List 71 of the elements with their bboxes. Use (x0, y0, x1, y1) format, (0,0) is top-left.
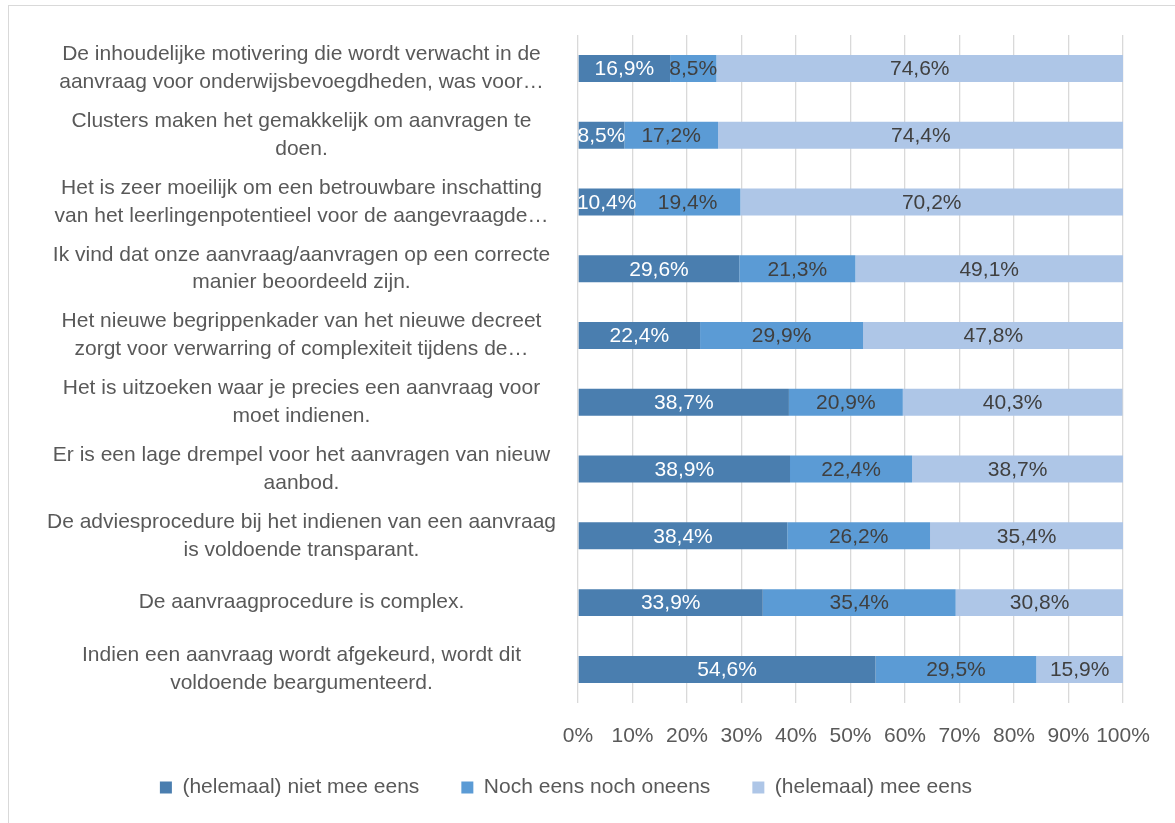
data-label: 38,7% (654, 390, 714, 414)
y-tick-label: Indien een aanvraag wordt afgekeurd, wordt dit voldoende beargumenteerd. (82, 642, 522, 694)
data-label: 47,8% (963, 323, 1024, 347)
data-label: 54,6% (697, 657, 757, 681)
data-label: 74,4% (891, 122, 951, 146)
y-tick-label: Er is een lage drempel voor het aanvragen van nieuw aanbod. (52, 441, 551, 493)
data-label: 29,6% (629, 256, 689, 280)
y-tick-label: De inhoudelijke motivering die wordt verwacht in de aanvraag voor onderwijsbevoegdheden, was voor… (59, 41, 544, 93)
data-label: 38,4% (653, 523, 713, 547)
data-label: 38,9% (654, 456, 715, 480)
bar (902, 388, 1123, 416)
data-label: 74,6% (889, 56, 950, 80)
x-tick-label: 80% (992, 723, 1036, 747)
bar (578, 655, 876, 683)
bar (863, 322, 1123, 349)
bar (740, 188, 1123, 216)
y-tick-label: De adviesprocedure bij het indienen van een aanvraag is voldoende transparant. (46, 508, 556, 560)
data-label: 19,4% (657, 189, 718, 213)
data-label: 30,8% (1009, 590, 1070, 614)
bar (578, 388, 789, 416)
bar (578, 255, 740, 283)
y-tick-label: De aanvraagprocedure is complex. (138, 589, 465, 613)
data-label: 22,4% (609, 323, 670, 347)
data-label: 16,9% (594, 56, 655, 80)
data-label: 20,9% (816, 390, 876, 414)
data-label: 29,9% (751, 323, 812, 347)
x-tick-label: 60% (883, 723, 927, 747)
y-tick-label: Ik vind dat onze aanvraag/aanvragen op een correcte manier beoordeeld zijn. (52, 241, 551, 293)
bar (875, 655, 1037, 683)
bar (578, 455, 791, 483)
y-tick-label: Het is zeer moeilijk om een betrouwbare inschatting van het leerlingenpotentieel voor de aangevraagde… (54, 174, 549, 226)
bar (787, 522, 931, 550)
x-tick-label: 100% (1096, 723, 1150, 747)
data-label: 35,4% (996, 523, 1057, 547)
bar (855, 255, 1123, 283)
bar (762, 589, 956, 617)
y-tick-label: Clusters maken het gemakkelijk om aanvragen te doen. (71, 108, 532, 159)
legend-label: Noch eens noch oneens (483, 774, 711, 798)
bar (700, 322, 864, 349)
data-label: 26,2% (828, 523, 889, 547)
bar (718, 121, 1123, 149)
legend-label: (helemaal) niet mee eens (182, 774, 420, 798)
data-label: 35,4% (829, 590, 889, 614)
bar (912, 455, 1123, 483)
legend-label: (helemaal) mee eens (774, 774, 973, 798)
x-tick-label: 50% (829, 723, 872, 747)
data-label: 17,2% (641, 122, 701, 146)
data-label: 15,9% (1049, 657, 1110, 681)
bar (955, 589, 1123, 617)
y-tick-label: Het nieuwe begrippenkader van het nieuwe decreet zorgt voor verwarring of complexiteit tijdens de… (61, 308, 542, 360)
x-tick-label: 70% (938, 723, 981, 747)
data-label: 49,1% (959, 256, 1019, 280)
x-tick-label: 40% (774, 723, 818, 747)
x-tick-label: 90% (1047, 723, 1090, 747)
data-label: 21,3% (767, 256, 828, 280)
x-tick-label: 10% (611, 723, 654, 747)
bar (716, 54, 1123, 82)
x-tick-label: 20% (665, 723, 709, 747)
bar (578, 522, 788, 550)
y-tick-label: Het is uitzoeken waar je precies een aanvraag voor moet indienen. (62, 375, 541, 427)
data-label: 40,3% (982, 390, 1043, 414)
data-label: 29,5% (926, 657, 986, 681)
x-tick-label: 0% (562, 723, 594, 747)
data-label: 38,7% (987, 456, 1048, 480)
data-label: 8,5% (669, 56, 718, 80)
bar (930, 522, 1123, 550)
data-label: 33,9% (640, 590, 701, 614)
x-tick-label: 30% (720, 723, 763, 747)
bar (578, 589, 763, 617)
data-label: 70,2% (901, 189, 962, 213)
data-label: 22,4% (821, 456, 881, 480)
